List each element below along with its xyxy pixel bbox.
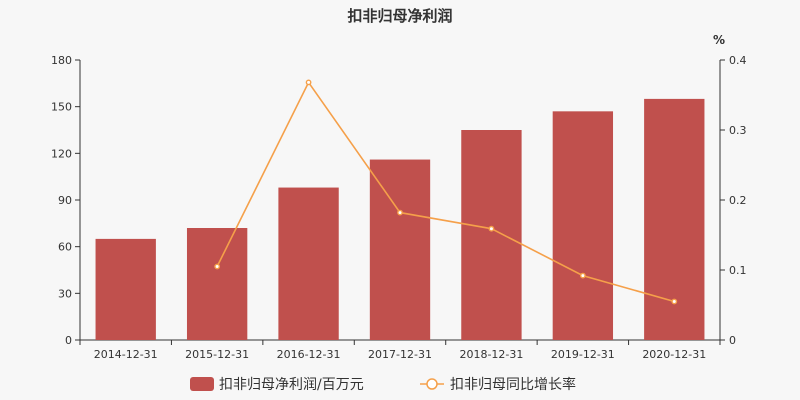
x-tick-label: 2020-12-31 — [642, 348, 706, 361]
x-tick-label: 2019-12-31 — [551, 348, 615, 361]
y-right-tick-label: 0.1 — [729, 264, 747, 277]
legend-line-label: 扣非归母同比增长率 — [450, 376, 576, 393]
bar-series — [95, 98, 705, 340]
legend-bar-label: 扣非归母净利润/百万元 — [219, 376, 364, 393]
bar[interactable] — [369, 159, 431, 340]
x-tick-label: 2016-12-31 — [277, 348, 341, 361]
line-point[interactable] — [579, 272, 586, 279]
line-point[interactable] — [214, 263, 221, 270]
bar[interactable] — [461, 130, 522, 340]
legend-line-marker — [426, 378, 438, 390]
y-right-tick-label: 0 — [729, 334, 736, 347]
y-left-tick-label: 150 — [51, 101, 72, 114]
y-left-tick-label: 0 — [65, 334, 72, 347]
bar[interactable] — [278, 187, 339, 340]
y-left-tick-label: 180 — [51, 54, 72, 67]
x-tick-label: 2017-12-31 — [368, 348, 432, 361]
x-tick-label: 2014-12-31 — [94, 348, 158, 361]
line-point[interactable] — [488, 225, 495, 232]
legend-item-bar[interactable]: 扣非归母净利润/百万元 — [190, 376, 364, 393]
bar[interactable] — [552, 111, 614, 340]
growth-line — [216, 80, 675, 303]
line-point[interactable] — [305, 79, 312, 86]
legend-item-line[interactable]: 扣非归母同比增长率 — [420, 376, 576, 393]
y-left-tick-label: 90 — [58, 194, 72, 207]
x-tick-label: 2015-12-31 — [185, 348, 249, 361]
y-left-tick-label: 120 — [51, 147, 72, 160]
line-point[interactable] — [671, 298, 678, 305]
y-right-tick-label: 0.3 — [729, 124, 747, 137]
axes: 0 30 60 90 120 150 180 0 0.1 0.2 0.3 0.4 2014-12-31 2… — [51, 54, 747, 361]
y-right-tick-label: 0.2 — [729, 194, 747, 207]
y-left-tick-label: 60 — [58, 241, 72, 254]
chart-title: 扣非归母净利润 — [347, 7, 452, 25]
line-point[interactable] — [397, 209, 403, 216]
legend-bar-swatch — [190, 377, 214, 391]
bar[interactable] — [186, 228, 248, 340]
line-series — [214, 79, 678, 305]
legend: 扣非归母净利润/百万元 扣非归母同比增长率 — [190, 376, 576, 393]
y-right-tick-label: 0.4 — [729, 54, 747, 67]
bar[interactable] — [95, 238, 156, 340]
y-left-tick-label: 30 — [58, 287, 72, 300]
right-axis-unit: % — [713, 33, 725, 47]
x-tick-label: 2018-12-31 — [459, 348, 523, 361]
